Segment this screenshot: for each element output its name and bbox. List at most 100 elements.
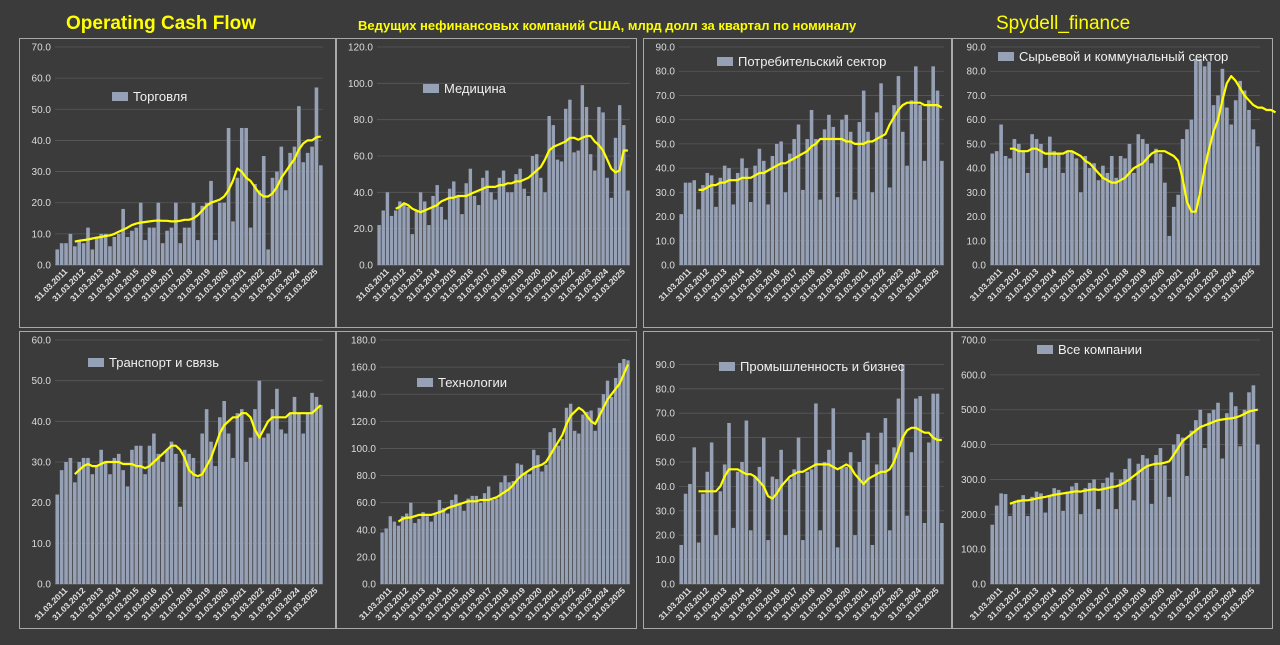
y-tick-label: 0.0 xyxy=(972,580,986,591)
bar xyxy=(805,139,809,265)
trend-line xyxy=(1009,408,1258,505)
bar xyxy=(866,131,870,265)
bar xyxy=(1127,458,1132,584)
bar xyxy=(275,388,279,584)
bar xyxy=(753,165,757,265)
bar xyxy=(1176,194,1180,265)
bar xyxy=(68,457,73,584)
bar xyxy=(396,525,401,584)
bar xyxy=(1012,139,1017,265)
y-tick-label: 30.0 xyxy=(656,506,676,517)
bar xyxy=(601,112,605,266)
bar xyxy=(770,476,775,584)
bar xyxy=(588,154,593,265)
bar xyxy=(552,428,556,584)
bar xyxy=(410,234,414,265)
bar xyxy=(400,516,405,584)
chart-materials-utilities: 0.010.020.030.040.050.060.070.080.090.03… xyxy=(967,43,1277,303)
y-tick-label: 100.0 xyxy=(351,444,376,455)
legend-swatch xyxy=(998,52,1014,61)
y-tick-label: 90.0 xyxy=(656,360,676,371)
bar xyxy=(143,240,147,265)
y-tick-label: 0.0 xyxy=(661,580,675,591)
bar xyxy=(121,208,125,265)
y-tick-label: 120.0 xyxy=(351,417,376,428)
bar xyxy=(589,410,593,584)
bar xyxy=(134,227,139,265)
y-tick-label: 180.0 xyxy=(351,336,376,347)
bar xyxy=(156,453,161,584)
bar xyxy=(766,204,770,265)
bar xyxy=(389,215,394,265)
bar xyxy=(577,433,581,584)
legend-label: Промышленность и бизнес xyxy=(740,359,905,374)
y-tick-label: 10.0 xyxy=(32,229,52,240)
bar xyxy=(160,243,165,265)
y-tick-label: 140.0 xyxy=(351,390,376,401)
bar xyxy=(297,106,301,266)
bar xyxy=(1233,406,1238,584)
bar xyxy=(121,470,125,584)
y-tick-label: 60.0 xyxy=(357,498,377,509)
y-tick-label: 40.0 xyxy=(656,164,676,175)
bar xyxy=(270,409,275,584)
bar xyxy=(931,393,935,584)
bar xyxy=(701,493,705,584)
bar xyxy=(1052,488,1057,584)
y-tick-label: 60.0 xyxy=(967,115,987,126)
bar xyxy=(1087,482,1092,584)
bar xyxy=(1008,158,1012,265)
bar xyxy=(848,452,853,584)
bar xyxy=(456,195,460,265)
legend-swatch xyxy=(88,358,104,367)
bar xyxy=(1123,158,1127,265)
y-tick-label: 20.0 xyxy=(32,198,52,209)
bar xyxy=(731,204,736,265)
bar xyxy=(1149,503,1154,584)
bar xyxy=(152,433,156,584)
bar xyxy=(1065,151,1070,265)
bar xyxy=(182,449,187,584)
bar xyxy=(861,90,866,265)
bar xyxy=(927,100,931,266)
y-tick-label: 90.0 xyxy=(656,43,676,54)
bar xyxy=(169,441,174,584)
bar xyxy=(297,413,301,584)
bar xyxy=(270,177,275,265)
bar xyxy=(435,185,439,265)
trend-line xyxy=(395,134,628,214)
bar xyxy=(406,206,410,265)
bar xyxy=(879,432,883,584)
bar xyxy=(1180,139,1185,265)
bar xyxy=(385,192,390,265)
bar xyxy=(748,202,753,265)
bar xyxy=(809,469,814,584)
bar xyxy=(748,530,753,584)
bar xyxy=(409,502,413,584)
bar xyxy=(853,535,857,584)
bar xyxy=(559,161,564,265)
bar xyxy=(1061,172,1065,265)
bar xyxy=(614,377,618,584)
bar xyxy=(417,518,421,584)
bar xyxy=(1003,156,1008,265)
bar xyxy=(753,476,757,584)
bar xyxy=(239,409,244,584)
bar xyxy=(266,249,270,265)
bar xyxy=(413,523,417,584)
bar xyxy=(288,152,292,265)
bar xyxy=(609,197,614,265)
bar xyxy=(796,124,801,265)
bar xyxy=(783,535,788,584)
bar xyxy=(844,466,849,584)
chart-panel-medicine: 0.0 20.0 40.0 60.0 80.0 100.0 120.0 31.03.2011 3… xyxy=(336,38,637,328)
bar xyxy=(1017,499,1021,584)
bar xyxy=(527,474,532,584)
bar xyxy=(1114,177,1119,265)
y-tick-label: 70.0 xyxy=(967,91,987,102)
legend-swatch xyxy=(423,84,439,93)
bar xyxy=(1163,465,1167,584)
chart-technology: 0.0 20.0 40.0 60.0 80.0 100.0 120.0 140.0 160.0 1… xyxy=(351,336,630,622)
bar xyxy=(301,162,306,265)
bar xyxy=(305,413,310,584)
